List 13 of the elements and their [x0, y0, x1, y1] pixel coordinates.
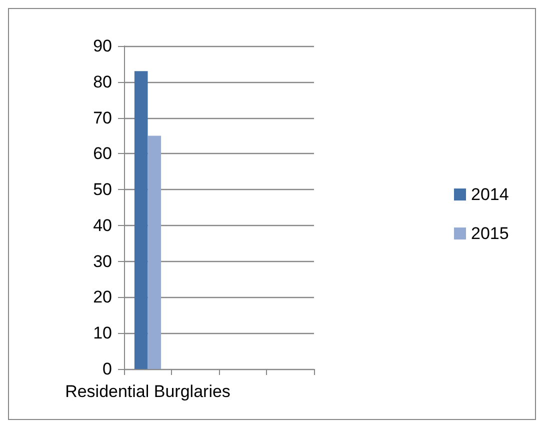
y-tick-label: 80	[93, 72, 112, 92]
y-tick-label: 60	[93, 144, 112, 164]
y-tick-label: 40	[93, 216, 112, 235]
legend-label: 2014	[471, 185, 509, 204]
x-tick-label: Residential Burglaries	[65, 382, 230, 401]
y-tick-label: 70	[93, 108, 112, 128]
legend-label: 2015	[471, 224, 509, 243]
y-tick-label: 30	[93, 252, 112, 271]
y-tick-label: 0	[102, 360, 112, 378]
y-tick-label: 10	[93, 324, 112, 343]
y-tick-label: 90	[93, 36, 112, 56]
y-tick-label: 50	[93, 180, 112, 200]
y-tick-label: 20	[93, 288, 112, 307]
